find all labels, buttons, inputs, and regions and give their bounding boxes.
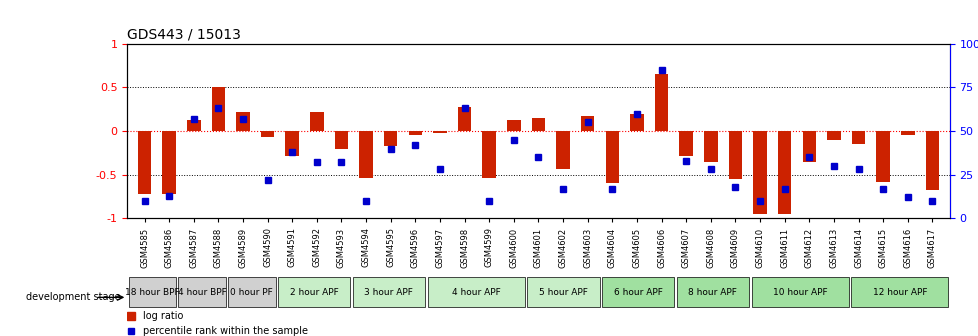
Text: 18 hour BPF: 18 hour BPF	[125, 288, 179, 297]
FancyBboxPatch shape	[527, 277, 599, 307]
Bar	[383, 131, 397, 146]
Text: GDS443 / 15013: GDS443 / 15013	[127, 27, 241, 41]
Bar	[507, 120, 520, 131]
Text: 5 hour APF: 5 hour APF	[538, 288, 587, 297]
Bar	[359, 131, 373, 178]
FancyBboxPatch shape	[676, 277, 748, 307]
Text: development stage: development stage	[26, 292, 121, 302]
Bar	[432, 131, 446, 133]
Bar	[924, 131, 938, 191]
Bar	[310, 112, 324, 131]
Bar	[752, 131, 766, 214]
Bar	[408, 131, 422, 135]
Text: 12 hour APF: 12 hour APF	[871, 288, 926, 297]
Bar	[703, 131, 717, 162]
Bar	[778, 131, 790, 214]
Text: percentile rank within the sample: percentile rank within the sample	[143, 326, 308, 336]
Bar	[851, 131, 865, 144]
Text: 4 hour BPF: 4 hour BPF	[177, 288, 226, 297]
Text: 10 hour APF: 10 hour APF	[772, 288, 826, 297]
Text: 4 hour APF: 4 hour APF	[451, 288, 500, 297]
FancyBboxPatch shape	[128, 277, 176, 307]
Bar	[630, 114, 644, 131]
Bar	[556, 131, 569, 169]
Bar	[334, 131, 348, 149]
FancyBboxPatch shape	[751, 277, 848, 307]
Bar	[580, 116, 594, 131]
Bar	[728, 131, 741, 179]
Bar	[260, 131, 274, 137]
FancyBboxPatch shape	[278, 277, 350, 307]
Bar	[875, 131, 889, 182]
FancyBboxPatch shape	[850, 277, 948, 307]
FancyBboxPatch shape	[178, 277, 226, 307]
Text: 3 hour APF: 3 hour APF	[364, 288, 413, 297]
Text: 2 hour APF: 2 hour APF	[289, 288, 338, 297]
Text: log ratio: log ratio	[143, 311, 183, 321]
Bar	[211, 87, 225, 131]
Bar	[286, 131, 298, 156]
FancyBboxPatch shape	[228, 277, 275, 307]
Bar	[236, 112, 249, 131]
Bar	[654, 74, 668, 131]
Text: 6 hour APF: 6 hour APF	[613, 288, 662, 297]
Bar	[138, 131, 152, 194]
FancyBboxPatch shape	[601, 277, 674, 307]
Text: 8 hour APF: 8 hour APF	[688, 288, 736, 297]
Bar	[826, 131, 840, 140]
Bar	[531, 118, 545, 131]
FancyBboxPatch shape	[352, 277, 424, 307]
Bar	[679, 131, 692, 156]
FancyBboxPatch shape	[427, 277, 524, 307]
Bar	[802, 131, 816, 162]
Bar	[187, 120, 200, 131]
Bar	[458, 108, 470, 131]
Text: 0 hour PF: 0 hour PF	[230, 288, 273, 297]
Bar	[900, 131, 913, 134]
Bar	[162, 131, 176, 194]
Bar	[605, 131, 618, 183]
Bar	[482, 131, 496, 178]
